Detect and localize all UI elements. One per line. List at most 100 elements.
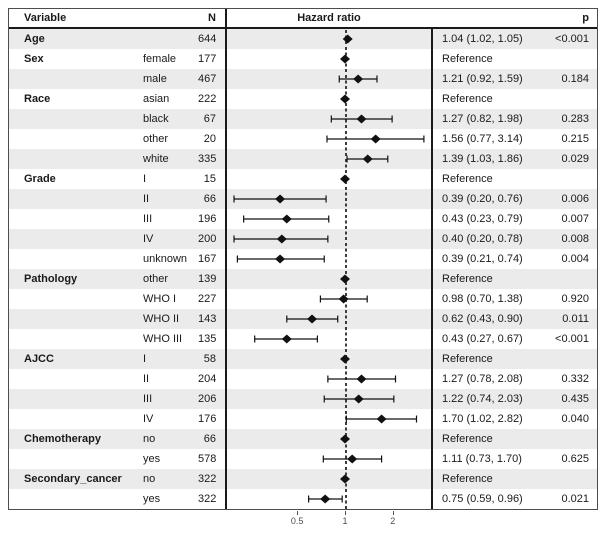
axis-tick	[297, 511, 299, 515]
n-value-cell: 176	[198, 409, 225, 429]
hr-point-with-ci	[233, 234, 329, 244]
level-label: male	[143, 73, 167, 85]
level-label: female	[143, 53, 177, 65]
n-value: 66	[203, 433, 216, 445]
estimate-value: 0.40 (0.20, 0.78)	[431, 229, 533, 249]
level-label: no	[143, 473, 156, 485]
estimate-value: Reference	[431, 49, 533, 69]
n-value-cell: 177	[198, 49, 225, 69]
header-n: N	[198, 12, 225, 24]
table-row: Race asian 222 Reference	[9, 89, 597, 109]
p-value: 0.215	[561, 133, 589, 145]
variable-label: Chemotherapy	[24, 433, 102, 445]
estimate-value: 0.39 (0.20, 0.76)	[431, 189, 533, 209]
hr-point-with-ci	[319, 294, 368, 304]
forest-plot-cell	[225, 69, 431, 89]
n-value-cell: 578	[198, 449, 225, 469]
table-row: white 335 1.39 (1.03, 1.86) 0.029	[9, 149, 597, 169]
forest-plot-cell	[225, 329, 431, 349]
n-value: 204	[198, 373, 217, 385]
axis-tick	[392, 511, 394, 515]
forest-plot-cell	[225, 149, 431, 169]
p-value: 0.283	[561, 113, 589, 125]
n-value-cell: 322	[198, 489, 225, 509]
p-value: 0.435	[561, 393, 589, 405]
forest-plot-cell	[225, 489, 431, 509]
p-value: 0.040	[561, 413, 589, 425]
table-row: WHO II 143 0.62 (0.43, 0.90) 0.011	[9, 309, 597, 329]
p-value: 0.008	[561, 233, 589, 245]
n-value-cell: 222	[198, 89, 225, 109]
table-row: IV 176 1.70 (1.02, 2.82) 0.040	[9, 409, 597, 429]
reference-marker	[340, 94, 350, 104]
n-value: 196	[198, 213, 217, 225]
forest-plot-table: Variable N Hazard ratio p Age 644 1.04 (…	[8, 8, 598, 510]
n-value-cell: 196	[198, 209, 225, 229]
n-value: 176	[198, 413, 217, 425]
table-row: Age 644 1.04 (1.02, 1.05) <0.001	[9, 29, 597, 49]
forest-plot-cell	[225, 189, 431, 209]
table-header-row: Variable N Hazard ratio p	[9, 9, 597, 29]
estimate-value: 1.27 (0.82, 1.98)	[431, 109, 533, 129]
n-value-cell: 58	[198, 349, 225, 369]
n-value-cell: 335	[198, 149, 225, 169]
variable-label: Grade	[24, 173, 56, 185]
n-value: 20	[203, 133, 216, 145]
hr-point-with-ci	[326, 134, 425, 144]
axis-tick-label: 2	[390, 516, 396, 526]
variable-label: Pathology	[24, 273, 78, 285]
forest-plot-cell	[225, 469, 431, 489]
variable-label: AJCC	[24, 353, 54, 365]
p-value: 0.625	[561, 453, 589, 465]
forest-plot-cell	[225, 449, 431, 469]
hr-point-with-ci	[308, 494, 343, 504]
level-label: no	[143, 433, 156, 445]
forest-plot-cell	[225, 49, 431, 69]
forest-plot-cell	[225, 409, 431, 429]
level-label: WHO I	[143, 293, 176, 305]
n-value: 578	[198, 453, 217, 465]
n-value: 467	[198, 73, 217, 85]
table-row: yes 578 1.11 (0.73, 1.70) 0.625	[9, 449, 597, 469]
n-value-cell: 322	[198, 469, 225, 489]
table-row: II 66 0.39 (0.20, 0.76) 0.006	[9, 189, 597, 209]
level-label: unknown	[143, 253, 188, 265]
n-value: 222	[198, 93, 217, 105]
variable-label: Age	[24, 33, 45, 45]
n-value-cell: 200	[198, 229, 225, 249]
level-label: WHO II	[143, 313, 180, 325]
n-value-cell: 67	[198, 109, 225, 129]
p-value: <0.001	[555, 333, 589, 345]
n-value: 135	[198, 333, 217, 345]
forest-plot-cell	[225, 89, 431, 109]
table-row: yes 322 0.75 (0.59, 0.96) 0.021	[9, 489, 597, 509]
reference-marker	[340, 174, 350, 184]
level-label: yes	[143, 453, 161, 465]
n-value-cell: 66	[198, 429, 225, 449]
estimate-value: 1.56 (0.77, 3.14)	[431, 129, 533, 149]
n-value-cell: 206	[198, 389, 225, 409]
forest-plot-cell	[225, 229, 431, 249]
forest-plot-cell	[225, 209, 431, 229]
reference-marker	[340, 354, 350, 364]
hr-point-with-ci	[243, 214, 330, 224]
level-label: II	[143, 193, 150, 205]
n-value-cell: 15	[198, 169, 225, 189]
p-value: 0.006	[561, 193, 589, 205]
forest-plot-cell	[225, 349, 431, 369]
hr-point-with-ci	[323, 394, 395, 404]
estimate-value: Reference	[431, 469, 533, 489]
n-value: 15	[203, 173, 216, 185]
hr-point-with-ci	[322, 454, 383, 464]
n-value: 206	[198, 393, 217, 405]
n-value: 139	[198, 273, 217, 285]
x-axis: 0.5 1 2	[0, 511, 604, 539]
forest-plot-cell	[225, 309, 431, 329]
reference-marker	[340, 474, 350, 484]
level-label: II	[143, 373, 150, 385]
table-row: Grade I 15 Reference	[9, 169, 597, 189]
table-row: II 204 1.27 (0.78, 2.08) 0.332	[9, 369, 597, 389]
forest-plot-cell	[225, 269, 431, 289]
estimate-value: 1.11 (0.73, 1.70)	[431, 449, 533, 469]
